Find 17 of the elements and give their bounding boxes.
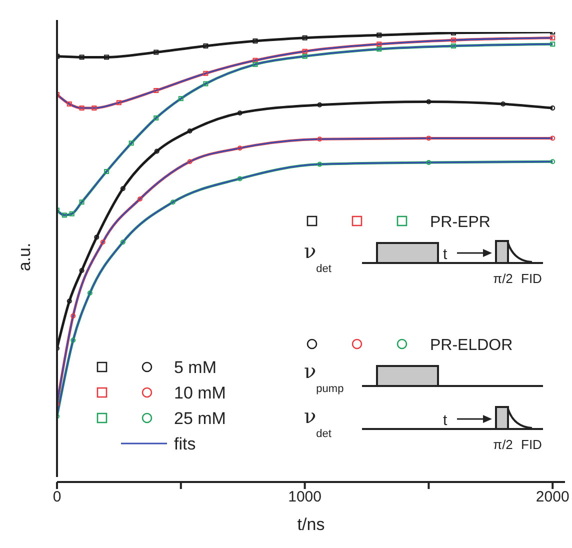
annotation: PR-EPR (430, 214, 490, 231)
legend-label: 5 mM (174, 358, 216, 377)
annotation: FID (521, 437, 542, 452)
annotation: FID (521, 271, 542, 286)
legend-label: 10 mM (174, 384, 226, 402)
x-axis-title: t/ns (297, 515, 325, 534)
y-axis-title: a.u. (15, 242, 34, 272)
x-tick-label: 1000 (288, 488, 322, 506)
annotation: t (443, 246, 448, 263)
annotation: t (443, 412, 448, 429)
x-tick-label: 2000 (536, 488, 570, 506)
annotation: PR-ELDOR (430, 337, 513, 354)
legend-label: fits (174, 434, 196, 454)
annotation: π/2 (493, 437, 513, 452)
annotation: π/2 (493, 271, 513, 286)
x-tick-label: 0 (52, 488, 62, 506)
legend-label: 25 mM (174, 409, 226, 428)
